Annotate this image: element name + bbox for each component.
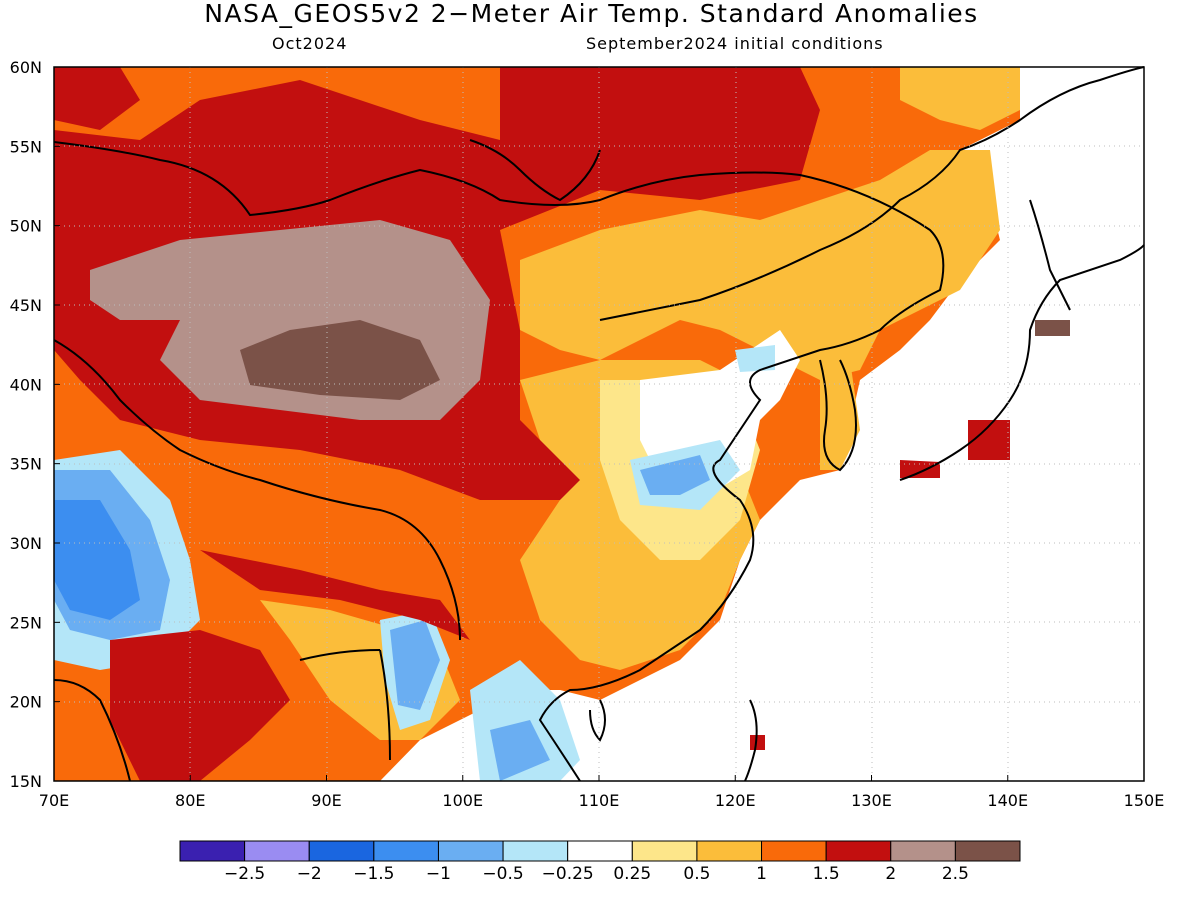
lon-tick-label: 100E <box>442 791 483 810</box>
colorbar-label: −1.5 <box>353 864 395 884</box>
lat-tick-label: 20N <box>10 693 42 712</box>
lon-tick-label: 70E <box>39 791 69 810</box>
anomaly-field <box>54 67 1144 781</box>
colorbar-swatch <box>373 840 439 862</box>
lat-tick-label: 40N <box>10 375 42 394</box>
lat-tick-label: 60N <box>10 58 42 77</box>
colorbar-swatch <box>244 840 310 862</box>
lat-tick-label: 30N <box>10 534 42 553</box>
lat-tick-label: 15N <box>10 772 42 791</box>
lon-tick-label: 130E <box>851 791 892 810</box>
colorbar-label: −2 <box>296 864 322 884</box>
colorbar-label: −1 <box>425 864 451 884</box>
colorbar-label: −2.5 <box>223 864 266 884</box>
colorbar-swatch <box>761 840 827 862</box>
lon-tick-label: 150E <box>1124 791 1165 810</box>
lat-tick-label: 25N <box>10 613 42 632</box>
longitude-ticks: 70E 80E 90E 100E 110E 120E 130E 140E 150E <box>39 775 1165 810</box>
lon-tick-label: 80E <box>175 791 205 810</box>
colorbar-label: 0.25 <box>613 864 652 884</box>
lon-tick-label: 140E <box>987 791 1028 810</box>
colorbar-label: 1 <box>756 864 767 884</box>
colorbar-swatch <box>954 840 1021 862</box>
colorbar-label: −0.25 <box>541 864 594 884</box>
chart-title: NASA_GEOS5v2 2−Meter Air Temp. Standard … <box>204 0 979 28</box>
colorbar-swatch <box>502 840 569 862</box>
initial-conditions: September2024 initial conditions <box>586 34 884 53</box>
graticule <box>54 67 1144 781</box>
colorbar-swatch <box>825 840 892 862</box>
lat-tick-label: 45N <box>10 296 42 315</box>
colorbar-swatch <box>567 840 633 862</box>
colorbar-label: 2.5 <box>941 864 969 884</box>
lon-tick-label: 120E <box>715 791 756 810</box>
lat-tick-label: 50N <box>10 217 42 236</box>
colorbar-label: −0.5 <box>482 864 524 884</box>
latitude-ticks: 60N 55N 50N 45N 40N 35N 30N 25N 20N 15N <box>10 58 60 791</box>
colorbar-label: 0.5 <box>683 864 711 884</box>
lat-tick-label: 35N <box>10 455 42 474</box>
colorbar-swatch <box>631 840 698 862</box>
colorbar-swatch <box>308 840 375 862</box>
lon-tick-label: 90E <box>311 791 341 810</box>
lat-tick-label: 55N <box>10 137 42 156</box>
colorbar-label: 1.5 <box>812 864 840 884</box>
colorbar <box>179 840 1021 862</box>
colorbar-swatch <box>437 840 504 862</box>
colorbar-swatch <box>890 840 956 862</box>
colorbar-swatch <box>696 840 763 862</box>
lon-tick-label: 110E <box>579 791 620 810</box>
colorbar-swatch <box>179 840 246 862</box>
colorbar-label: 2 <box>885 864 897 884</box>
forecast-month: Oct2024 <box>272 34 348 53</box>
coastlines <box>53 66 1145 782</box>
